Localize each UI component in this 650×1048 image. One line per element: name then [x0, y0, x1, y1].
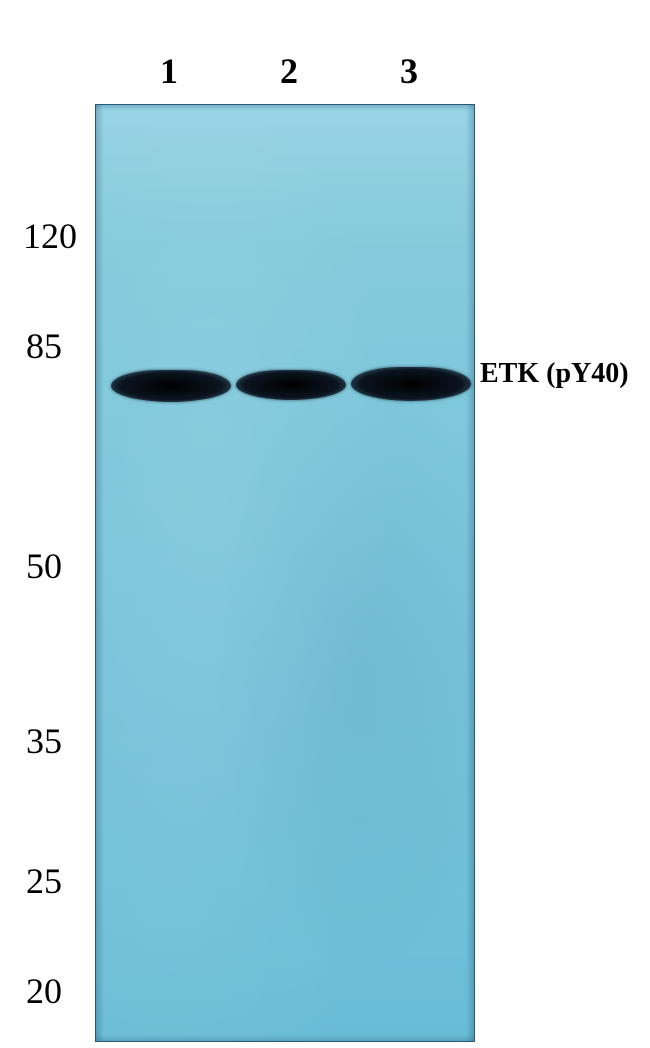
western-blot-figure: 1 2 3 120 85 50 35 25 20: [0, 0, 650, 1048]
blot-membrane: [95, 104, 475, 1042]
membrane-edge-right: [466, 105, 474, 1041]
marker-35: 35: [12, 720, 62, 762]
marker-value: 85: [26, 326, 62, 366]
membrane-texture: [96, 105, 474, 1041]
protein-name: ETK (pY40): [480, 358, 629, 389]
band-lane-1: [111, 370, 231, 402]
membrane-edge-left: [96, 105, 104, 1041]
marker-25: 25: [12, 860, 62, 902]
marker-value: 35: [26, 721, 62, 761]
marker-value: 50: [26, 546, 62, 586]
band-lane-2: [236, 370, 346, 400]
lane-number: 3: [400, 51, 418, 91]
marker-50: 50: [12, 545, 62, 587]
membrane-edge-bottom: [96, 1035, 474, 1041]
band-lane-3: [351, 367, 471, 401]
marker-value: 20: [26, 971, 62, 1011]
marker-120: 120: [12, 215, 77, 257]
marker-value: 25: [26, 861, 62, 901]
marker-85: 85: [12, 325, 62, 367]
marker-value: 120: [23, 216, 77, 256]
protein-label: ETK (pY40): [480, 358, 629, 390]
lane-label-1: 1: [160, 50, 178, 92]
lane-label-2: 2: [280, 50, 298, 92]
marker-20: 20: [12, 970, 62, 1012]
lane-number: 2: [280, 51, 298, 91]
membrane-edge-top: [96, 105, 474, 111]
lane-number: 1: [160, 51, 178, 91]
lane-label-3: 3: [400, 50, 418, 92]
